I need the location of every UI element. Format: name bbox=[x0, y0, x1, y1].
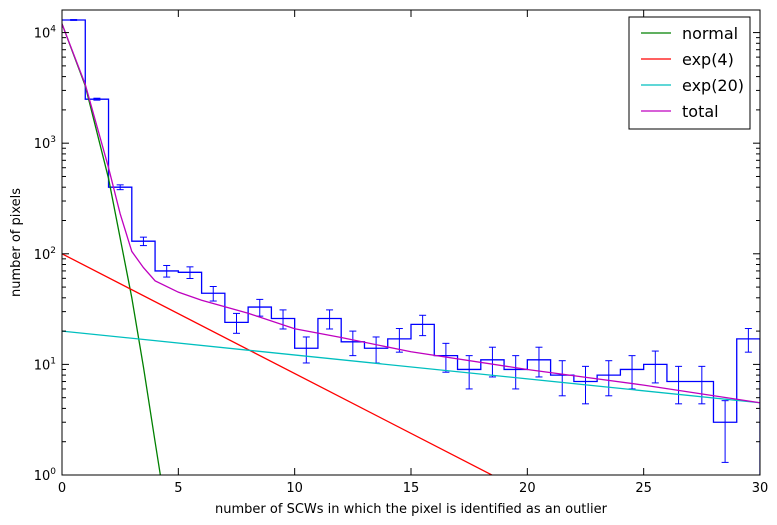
series-line-total bbox=[62, 23, 760, 404]
legend-box bbox=[628, 16, 751, 130]
error-bar bbox=[163, 264, 171, 278]
error-bar bbox=[488, 346, 496, 378]
error-bar bbox=[256, 298, 264, 317]
plot-marks bbox=[62, 19, 760, 475]
y-tick-label: 100 bbox=[34, 467, 57, 484]
error-bar bbox=[698, 365, 706, 405]
error-bar bbox=[70, 19, 78, 21]
error-bar bbox=[721, 400, 729, 463]
x-tick-label: 15 bbox=[403, 481, 420, 496]
y-tick-label: 101 bbox=[34, 356, 56, 373]
error-bar bbox=[209, 286, 217, 302]
y-axis-label: number of pixels bbox=[9, 188, 24, 297]
series-line-exp-20 bbox=[62, 330, 760, 404]
y-tick-label: 102 bbox=[34, 246, 56, 263]
error-bar bbox=[419, 314, 427, 337]
x-tick-label: 25 bbox=[635, 481, 652, 496]
series-line-exp-4 bbox=[62, 253, 494, 475]
x-axis-label: number of SCWs in which the pixel is ide… bbox=[215, 502, 608, 517]
error-bar bbox=[93, 97, 101, 101]
error-bar bbox=[233, 312, 240, 334]
error-bar bbox=[744, 328, 752, 353]
x-tick-label: 5 bbox=[174, 481, 182, 496]
error-bar bbox=[372, 336, 380, 364]
x-tick-label: 30 bbox=[752, 481, 769, 496]
series-line-normal bbox=[62, 23, 162, 475]
legend-label-normal: normal bbox=[682, 24, 738, 43]
legend-label-total: total bbox=[682, 102, 719, 121]
error-bar bbox=[605, 360, 613, 397]
error-bar bbox=[558, 360, 566, 397]
error-bar bbox=[512, 355, 520, 390]
error-bar bbox=[279, 309, 287, 330]
error-bar bbox=[395, 328, 403, 353]
legend-label-exp-20: exp(20) bbox=[682, 76, 744, 95]
legend-label-exp-4: exp(4) bbox=[682, 50, 734, 69]
x-tick-label: 20 bbox=[519, 481, 536, 496]
x-tick-label: 0 bbox=[58, 481, 66, 496]
axis-ticks: 0 5 10 15 20 25 30 100 101 102 103 104 bbox=[34, 10, 769, 496]
error-bar bbox=[442, 342, 450, 373]
y-tick-label: 103 bbox=[34, 135, 56, 152]
error-bar bbox=[139, 236, 147, 247]
error-bar bbox=[349, 330, 357, 357]
error-bar bbox=[675, 365, 683, 405]
error-bar bbox=[186, 266, 194, 279]
y-tick-label: 104 bbox=[34, 25, 57, 42]
error-bar bbox=[535, 346, 543, 378]
error-bar bbox=[116, 184, 124, 191]
error-bar bbox=[651, 350, 659, 384]
error-bar bbox=[326, 309, 334, 330]
histogram-step bbox=[62, 19, 760, 475]
x-tick-label: 10 bbox=[286, 481, 303, 496]
legend: normal exp(4) exp(20) total bbox=[628, 16, 751, 130]
error-bar bbox=[302, 336, 310, 364]
